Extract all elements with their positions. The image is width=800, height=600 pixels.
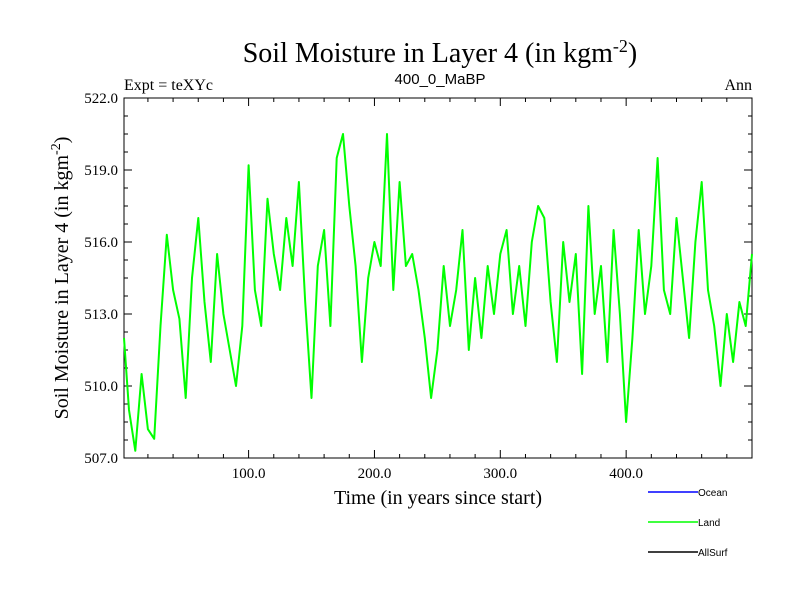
y-tick-label: 507.0: [84, 451, 118, 467]
x-axis: 100.0 200.0 300.0 400.0: [147, 98, 728, 482]
series-land-line: [123, 133, 753, 452]
subtitle-expt: Expt = teXYc: [124, 77, 213, 94]
plot-frame: [123, 97, 753, 459]
x-tick-label: 200.0: [358, 466, 392, 482]
y-tick-label: 513.0: [84, 307, 118, 323]
y-tick-label: 516.0: [84, 235, 118, 251]
legend-label-allsurf: AllSurf: [698, 548, 728, 559]
y-tick-label: 519.0: [84, 163, 118, 179]
legend: Ocean Land AllSurf: [648, 488, 728, 559]
subtitle-season: Ann: [724, 77, 752, 94]
y-tick-label: 522.0: [84, 91, 118, 107]
x-tick-label: 400.0: [609, 466, 643, 482]
y-tick-label: 510.0: [84, 379, 118, 395]
x-tick-label: 100.0: [232, 466, 266, 482]
legend-label-land: Land: [698, 518, 720, 529]
legend-label-ocean: Ocean: [698, 488, 727, 499]
x-axis-label: Time (in years since start): [334, 487, 542, 509]
y-axis-label: Soil Moisture in Layer 4 (in kgm-2): [49, 137, 73, 420]
chart-title: Soil Moisture in Layer 4 (in kgm-2): [243, 36, 638, 69]
x-tick-label: 300.0: [483, 466, 517, 482]
y-axis: 507.0 510.0 513.0 516.0 519.0 522.0: [84, 91, 752, 467]
subtitle-period: 400_0_MaBP: [395, 71, 486, 88]
